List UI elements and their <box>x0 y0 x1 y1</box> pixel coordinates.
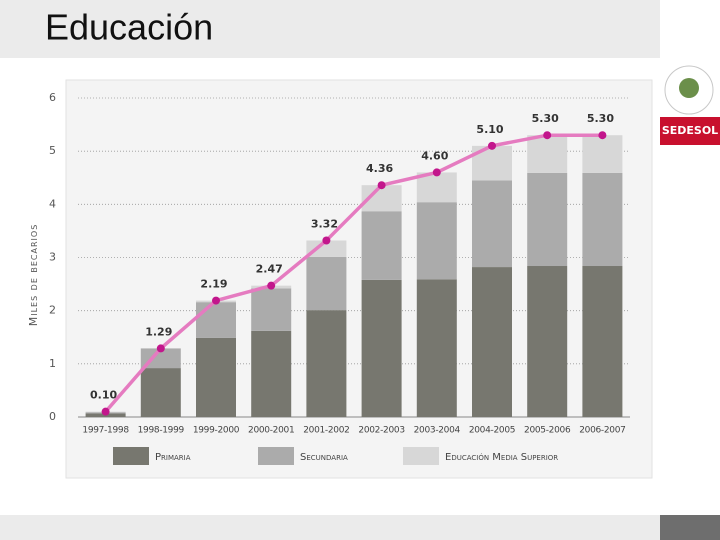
data-label: 4.60 <box>421 149 448 162</box>
x-tick-label: 1998-1999 <box>138 426 185 436</box>
bar-segment <box>306 310 347 417</box>
line-marker <box>156 344 165 353</box>
bar-segment <box>416 172 457 203</box>
footer-box <box>660 515 720 540</box>
bar-segment <box>196 337 236 417</box>
line-marker <box>598 131 607 140</box>
slide-title: Educación <box>45 7 213 48</box>
data-label: 5.30 <box>587 112 614 125</box>
legend-swatch <box>258 447 294 465</box>
x-tick-label: 2000-2001 <box>248 426 294 436</box>
emblem-core <box>679 78 699 98</box>
logo-text: SEDESOL <box>662 124 718 137</box>
bar-segment <box>527 135 568 173</box>
bar-segment <box>527 172 568 267</box>
line-marker <box>543 131 552 140</box>
data-label: 3.32 <box>311 217 338 230</box>
legend-swatch <box>113 447 149 465</box>
y-tick-label: 3 <box>49 251 56 264</box>
legend-label: Primaria <box>155 452 191 463</box>
bar-segment <box>306 240 347 257</box>
bar-segment <box>416 279 457 417</box>
line-marker <box>377 181 386 190</box>
data-label: 2.19 <box>200 278 227 291</box>
line-marker <box>322 236 331 245</box>
line-marker <box>101 407 110 416</box>
bar-segment <box>251 330 292 417</box>
y-tick-label: 2 <box>49 304 56 317</box>
x-tick-label: 2002-2003 <box>358 426 404 436</box>
bar-segment <box>306 256 347 311</box>
footer-band <box>0 515 660 540</box>
data-label: 1.29 <box>145 325 172 338</box>
bar-segment <box>582 266 623 417</box>
bar-segment <box>361 279 402 417</box>
y-tick-label: 0 <box>49 410 56 423</box>
y-tick-label: 1 <box>49 357 56 370</box>
legend-swatch <box>403 447 439 465</box>
bar-segment <box>251 288 292 331</box>
y-axis-label: Miles de becarios <box>27 224 40 327</box>
y-tick-label: 5 <box>49 144 56 157</box>
line <box>104 133 603 413</box>
x-tick-label: 2004-2005 <box>469 426 515 436</box>
y-tick-label: 4 <box>49 197 56 210</box>
x-tick-label: 2001-2002 <box>303 426 349 436</box>
line-marker <box>212 296 220 305</box>
line-marker <box>267 281 276 290</box>
x-tick-label: 2003-2004 <box>414 426 461 436</box>
bar-segment <box>582 135 623 173</box>
data-label: 5.30 <box>532 112 559 125</box>
y-tick-label: 6 <box>49 91 56 104</box>
logo-box <box>660 117 720 145</box>
bar-segment <box>582 172 623 267</box>
line-marker <box>488 141 496 150</box>
bar-segment <box>140 348 181 369</box>
x-tick-label: 1997-1998 <box>82 426 129 436</box>
bar-segment <box>527 266 568 417</box>
bar-segment <box>140 368 181 417</box>
data-label: 5.10 <box>476 123 503 136</box>
bar-segment <box>472 267 512 417</box>
data-label: 0.10 <box>90 389 117 402</box>
data-label: 2.47 <box>256 263 283 276</box>
x-tick-label: 2005-2006 <box>524 426 571 436</box>
x-tick-label: 1999-2000 <box>193 426 240 436</box>
line-marker <box>432 168 441 177</box>
bar-segment <box>196 302 236 338</box>
bar-segment <box>472 180 512 268</box>
x-tick-label: 2006-2007 <box>579 426 625 436</box>
data-label: 4.36 <box>366 162 393 175</box>
bar-segment <box>361 211 402 280</box>
legend-label: Educación Media Superior <box>445 452 558 463</box>
bar-segment <box>416 202 457 280</box>
legend-label: Secundaria <box>300 452 348 463</box>
header-band <box>0 0 660 58</box>
